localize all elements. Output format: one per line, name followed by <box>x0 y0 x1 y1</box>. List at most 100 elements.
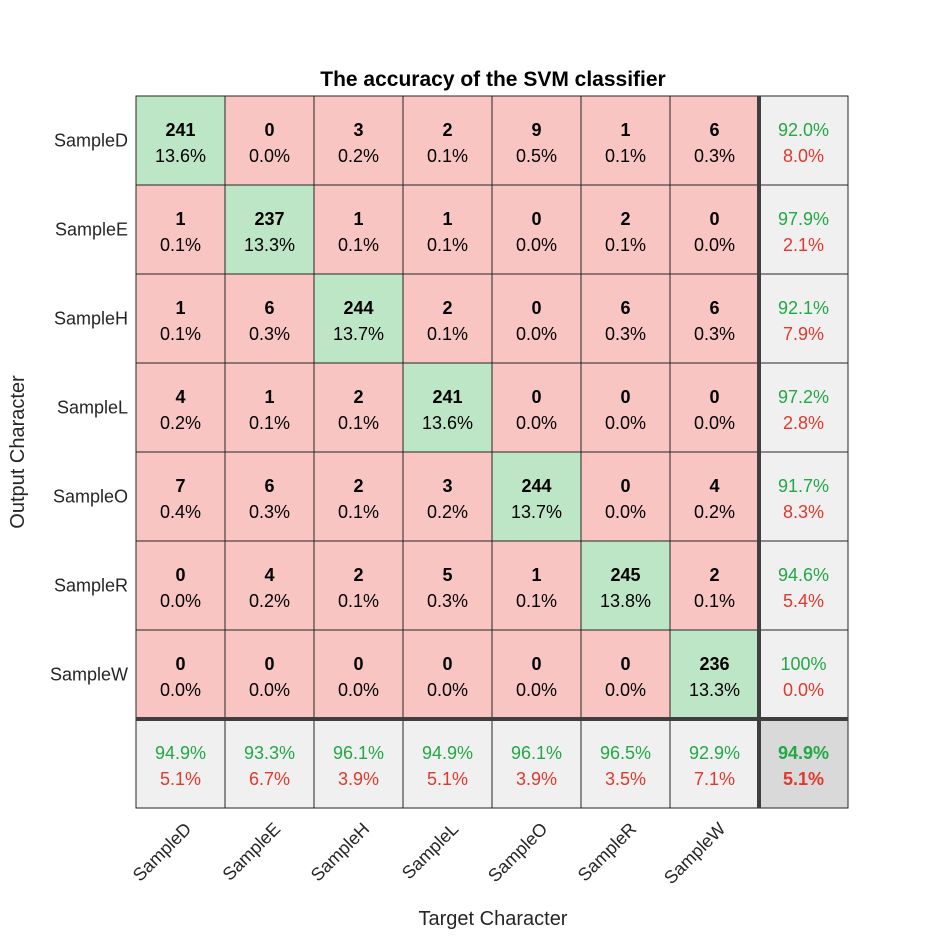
cell-percent: 0.0% <box>605 502 646 522</box>
cell-percent: 0.0% <box>516 235 557 255</box>
y-axis-label: Output Character <box>7 375 29 529</box>
matrix-cell <box>313 629 404 720</box>
cell-count: 3 <box>353 120 363 140</box>
matrix-cell <box>313 362 404 453</box>
cell-percent: 0.0% <box>249 680 290 700</box>
cell-percent: 0.1% <box>338 591 379 611</box>
cell-percent: 0.1% <box>160 324 201 344</box>
row-summary-incorrect: 0.0% <box>783 680 824 700</box>
row-summary-cell <box>758 362 849 453</box>
cell-count: 1 <box>353 209 363 229</box>
matrix-cell <box>313 451 404 542</box>
matrix-cell <box>491 362 582 453</box>
x-tick-label: SampleH <box>307 819 373 885</box>
cell-percent: 0.0% <box>605 413 646 433</box>
cell-percent: 0.1% <box>427 324 468 344</box>
col-summary-correct: 92.9% <box>689 743 740 763</box>
matrix-cell <box>491 95 582 186</box>
col-summary-correct: 96.1% <box>511 743 562 763</box>
y-tick-label: SampleO <box>53 487 128 507</box>
row-summary-incorrect: 5.4% <box>783 591 824 611</box>
cell-percent: 13.3% <box>689 680 740 700</box>
cell-percent: 0.1% <box>338 413 379 433</box>
col-summary-incorrect: 3.9% <box>338 769 379 789</box>
cell-count: 237 <box>254 209 284 229</box>
cell-percent: 13.7% <box>333 324 384 344</box>
col-summary-cell <box>313 718 404 809</box>
row-summary-correct: 97.2% <box>778 387 829 407</box>
cell-count: 1 <box>175 209 185 229</box>
cell-percent: 0.1% <box>249 413 290 433</box>
col-summary-cell <box>669 718 760 809</box>
y-tick-label: SampleD <box>54 131 128 151</box>
cell-count: 2 <box>353 565 363 585</box>
cell-percent: 0.2% <box>338 146 379 166</box>
matrix-cell <box>402 629 493 720</box>
matrix-cell <box>135 362 226 453</box>
col-summary-cell <box>491 718 582 809</box>
x-tick-label: SampleL <box>398 819 462 883</box>
cell-percent: 0.1% <box>694 591 735 611</box>
matrix-cell <box>135 451 226 542</box>
cell-percent: 0.0% <box>427 680 468 700</box>
x-tick-labels: SampleD SampleE SampleH SampleL SampleO Sampl… <box>129 819 729 888</box>
row-summary-correct: 94.6% <box>778 565 829 585</box>
matrix-cell <box>313 540 404 631</box>
cell-count: 1 <box>531 565 541 585</box>
matrix-cell <box>224 184 315 275</box>
col-summary-incorrect: 7.1% <box>694 769 735 789</box>
matrix-cell <box>669 95 760 186</box>
cell-count: 2 <box>353 476 363 496</box>
cell-count: 2 <box>353 387 363 407</box>
x-tick-label: SampleW <box>660 819 729 888</box>
cell-count: 0 <box>175 654 185 674</box>
matrix-cell <box>491 273 582 364</box>
row-summary-correct: 92.0% <box>778 120 829 140</box>
cell-percent: 0.3% <box>427 591 468 611</box>
cell-count: 2 <box>709 565 719 585</box>
cell-percent: 0.1% <box>427 146 468 166</box>
col-summary-correct: 93.3% <box>244 743 295 763</box>
cell-count: 0 <box>531 209 541 229</box>
cell-count: 0 <box>620 654 630 674</box>
matrix-cell <box>580 540 671 631</box>
col-summary-cell <box>135 718 226 809</box>
matrix-cell <box>491 451 582 542</box>
cell-count: 0 <box>709 209 719 229</box>
matrix-cell <box>402 273 493 364</box>
cell-count: 7 <box>175 476 185 496</box>
matrix-cell <box>135 273 226 364</box>
cell-count: 2 <box>442 298 452 318</box>
cell-percent: 0.0% <box>338 680 379 700</box>
cell-percent: 0.0% <box>694 235 735 255</box>
matrix-cell <box>224 273 315 364</box>
matrix-cells: 24113.6%00.0%30.2%20.1%90.5%10.1%60.3%10… <box>135 95 760 720</box>
cell-count: 4 <box>709 476 719 496</box>
cell-percent: 0.3% <box>249 502 290 522</box>
cell-count: 9 <box>531 120 541 140</box>
cell-count: 6 <box>264 298 274 318</box>
matrix-cell <box>580 95 671 186</box>
cell-count: 6 <box>264 476 274 496</box>
cell-count: 1 <box>264 387 274 407</box>
cell-percent: 0.1% <box>605 235 646 255</box>
cell-count: 241 <box>432 387 462 407</box>
summary-cells: 92.0% 8.0% 97.9% 2.1% 92.1% 7.9% 97.2% 2.8% 91.7… <box>135 95 849 809</box>
overall-incorrect: 5.1% <box>783 769 824 789</box>
row-summary-cell <box>758 273 849 364</box>
cell-percent: 0.1% <box>427 235 468 255</box>
cell-percent: 0.2% <box>249 591 290 611</box>
matrix-cell <box>224 629 315 720</box>
row-summary-cell <box>758 184 849 275</box>
overall-correct: 94.9% <box>778 743 829 763</box>
row-summary-correct: 97.9% <box>778 209 829 229</box>
matrix-cell <box>669 273 760 364</box>
matrix-cell <box>580 184 671 275</box>
col-summary-correct: 96.5% <box>600 743 651 763</box>
x-tick-label: SampleD <box>129 819 195 885</box>
cell-percent: 13.6% <box>155 146 206 166</box>
matrix-cell <box>224 95 315 186</box>
cell-count: 0 <box>175 565 185 585</box>
cell-count: 4 <box>264 565 274 585</box>
